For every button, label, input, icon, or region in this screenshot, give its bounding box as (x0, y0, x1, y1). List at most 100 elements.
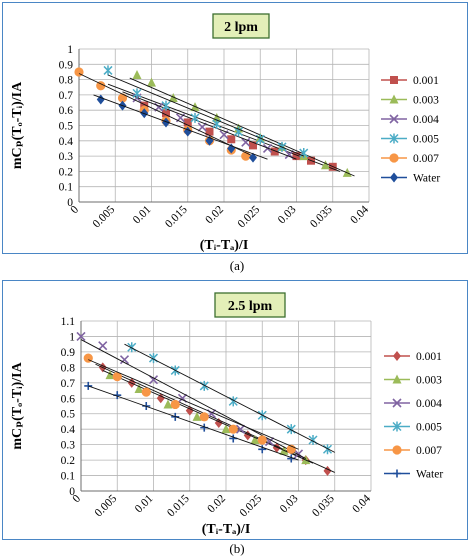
chart-a-legend-label: 0.004 (413, 114, 439, 126)
chart-a-y-axis-label: mCₚ(Tₒ-Tᵢ)/IA (10, 81, 25, 169)
chart-a-legend-marker (389, 114, 399, 124)
chart-b-series-4-point (112, 372, 122, 382)
chart-b-series-1-point (134, 384, 144, 393)
chart-b-title-box (214, 292, 286, 318)
caption-b: (b) (229, 541, 245, 556)
chart-a-title-box (212, 13, 270, 39)
chart-a-series-0-point (292, 152, 301, 161)
chart-b-y-tick-label: 0.4 (61, 424, 76, 436)
chart-a-series-0-point (183, 118, 192, 127)
chart-a-series-4 (74, 67, 254, 161)
chart-b-x-tick-label: 0.01 (133, 492, 156, 515)
chart-a-x-tick-label: 0.01 (131, 203, 154, 226)
chart-b-series-3-trendline (124, 343, 335, 453)
chart-a-series-1-point (147, 77, 156, 87)
chart-a-legend-marker (389, 153, 399, 163)
chart-a-y-tick-label: 0.2 (59, 166, 74, 178)
chart-b-y-tick-label: 1.1 (61, 316, 76, 328)
chart-b-series-4-trendline (88, 359, 299, 450)
chart-a-series-5-point (96, 94, 105, 105)
chart-b-series-4-point (170, 399, 180, 410)
chart-a-series-1-point (132, 70, 142, 80)
chart-a-legend-marker (389, 94, 399, 104)
chart-b-y-tick-label: 0.7 (61, 378, 76, 390)
chart-b-legend-label: 0.007 (416, 445, 442, 457)
chart-b-x-tick-label: 0.035 (310, 492, 337, 519)
chart-b-series-2-trendline (80, 339, 306, 459)
chart-b-series-2-point (76, 331, 86, 342)
chart-b-y-tick-label: 0.5 (61, 409, 76, 421)
chart-a-series-0-point (249, 141, 257, 150)
chart-b-legend-marker (392, 445, 402, 455)
chart-b-x-axis-label: (Tᵢ-Tₐ)/I (202, 522, 251, 537)
chart-a-series-4-point (96, 81, 106, 91)
chart-b-series-4-point (141, 387, 151, 397)
chart-b-x-tick-label: 0.02 (205, 492, 228, 515)
chart-b-x-tick-label: 0 (71, 492, 84, 505)
chart-a-x-tick-label: 0.03 (276, 203, 299, 226)
chart-panel-b: 2.5 lpm 0 0.1 0.2 0.3 0.4 0.5 0.6 0.7 0.8 0.9 1 1.1 0… (2, 280, 468, 540)
chart-a-series-0-point (270, 147, 279, 156)
chart-a-series-5-trendline (93, 94, 268, 160)
chart-b-series-4-point (199, 412, 209, 422)
chart-b-series-3 (124, 342, 335, 455)
chart-b-title-group: 2.5 lpm (214, 292, 286, 318)
chart-a-series-0-point (205, 127, 214, 136)
chart-b-series-2-point (264, 436, 275, 447)
chart-a-legend-label: 0.001 (413, 75, 439, 87)
chart-a-legend-marker (390, 172, 398, 183)
chart-a-series-5-point (162, 117, 170, 128)
chart-a-y-tick-label: 0.5 (59, 121, 74, 133)
chart-a-x-tick-label: 0.025 (236, 203, 263, 230)
chart-b-series-3-point (127, 342, 137, 353)
chart-b-legend-label: 0.003 (416, 375, 442, 387)
chart-b-y-tick-label: 0.2 (61, 455, 76, 467)
chart-b-series-2-point (119, 355, 130, 365)
chart-b-series-2-point (235, 424, 246, 434)
chart-a-legend-label: 0.003 (413, 95, 439, 107)
chart-a-series-0-point (227, 135, 236, 144)
chart-a-series-5-point (227, 143, 236, 154)
chart-a-svg: 2 lpm 0 0.1 0.2 0.3 0.4 0.5 0.6 0.7 0.8 0.9 1 0 0.005… (10, 13, 440, 253)
chart-panel-a: 2 lpm 0 0.1 0.2 0.3 0.4 0.5 0.6 0.7 0.8 0.9 1 0 0.005… (2, 2, 468, 254)
chart-b-series-1 (102, 370, 314, 465)
chart-b-series-0-point (185, 405, 194, 416)
chart-b-series-3-point (322, 444, 333, 455)
chart-b-legend-marker (392, 421, 402, 432)
chart-b-series-1-point (221, 424, 231, 434)
chart-a-x-tick-label: 0.005 (91, 203, 118, 230)
chart-a-series-3 (103, 65, 309, 159)
chart-a-series-5-point (249, 152, 257, 163)
chart-b-legend-marker (393, 351, 401, 361)
chart-a-legend-marker (389, 133, 399, 144)
chart-b-series-2-point (148, 375, 159, 385)
chart-b-series-0-point (156, 393, 165, 404)
chart-b-y-tick-label: 0.3 (61, 440, 76, 452)
chart-b-legend-label: 0.005 (416, 422, 442, 434)
chart-a-legend: 0.001 0.003 0.004 0.005 0.007 Water (381, 75, 440, 185)
chart-a-series-3-point (103, 65, 113, 76)
chart-b-series-1-point (192, 411, 202, 421)
chart-b-series-4-point (257, 435, 267, 445)
chart-b-y-tick-label: 0.1 (61, 471, 76, 483)
chart-a-series-0-point (162, 109, 170, 118)
chart-a-legend-label: 0.005 (413, 134, 439, 146)
chart-a-series-3-point (299, 148, 309, 159)
chart-a-series-5 (93, 94, 268, 163)
chart-a-x-axis-label: (Tᵢ-Tₐ)/I (200, 238, 249, 252)
chart-a-x-tick-label: 0 (69, 203, 82, 216)
chart-b-legend-marker (392, 398, 402, 408)
chart-a-y-tick-label: 0.1 (59, 182, 74, 194)
chart-b-series-3-point (199, 380, 209, 391)
chart-a-series-3-point (132, 88, 142, 99)
chart-a-legend-label: Water (413, 173, 440, 185)
chart-a-y-tick-label: 0.7 (59, 90, 74, 102)
chart-b-y-tick-label: 1 (69, 331, 75, 343)
chart-b-series-1-point (163, 399, 173, 409)
chart-b-legend-label: 0.004 (416, 398, 442, 410)
chart-b-x-tick-label: 0.015 (165, 492, 192, 519)
chart-b-svg: 2.5 lpm 0 0.1 0.2 0.3 0.4 0.5 0.6 0.7 0.8 0.9 1 1.1 0… (10, 292, 443, 537)
chart-b-series-2-point (98, 341, 108, 351)
chart-b-series-4 (83, 353, 299, 454)
caption-a: (a) (229, 258, 245, 273)
